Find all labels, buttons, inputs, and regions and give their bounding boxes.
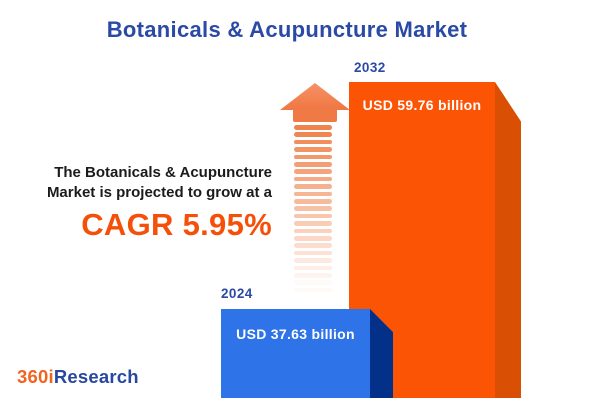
arrow-stripe (294, 258, 332, 263)
arrow-stripe (294, 176, 332, 182)
logo-part-orange: 360i (17, 366, 54, 387)
bar-2032-year-label: 2032 (354, 60, 386, 75)
bar-2024-value-label: USD 37.63 billion (236, 326, 355, 342)
bar-2032-value-label: USD 59.76 billion (362, 97, 482, 113)
logo-part-blue: Research (53, 366, 139, 387)
bar-2024-side-face (370, 309, 393, 398)
bar-2024-year-label: 2024 (221, 286, 253, 301)
arrow-stripe (294, 169, 332, 174)
growth-caption: The Botanicals & Acupuncture Market is p… (30, 163, 272, 243)
arrow-stripe (294, 154, 332, 160)
arrow-stripe (294, 265, 332, 271)
arrow-stripe (294, 184, 332, 189)
logo: 360iResearch (17, 366, 139, 388)
growth-arrow-stripes (294, 125, 332, 293)
arrow-stripe (294, 125, 332, 130)
arrow-stripe (294, 139, 332, 145)
caption-line-1: The Botanicals & Acupuncture (54, 164, 272, 181)
arrow-stripe (294, 162, 332, 167)
bar-2024 (221, 309, 393, 398)
arrow-stripe (294, 132, 332, 137)
arrow-stripe (294, 228, 332, 234)
arrow-neck (293, 109, 337, 122)
growth-arrow-icon (280, 83, 350, 293)
arrow-stripe (294, 221, 332, 226)
arrow-stripe (294, 250, 332, 256)
arrow-stripe (294, 236, 332, 241)
arrow-stripe (294, 243, 332, 248)
arrow-stripe (294, 147, 332, 152)
bar-2032-side-face (495, 82, 521, 398)
arrow-stripe (294, 280, 332, 285)
arrow-stripe (294, 287, 332, 293)
arrow-stripe (294, 206, 332, 211)
arrow-stripe (294, 213, 332, 219)
arrow-head-icon (280, 83, 350, 110)
bar-2024-front-face (221, 309, 370, 398)
page-title: Botanicals & Acupuncture Market (106, 17, 468, 42)
arrow-stripe (294, 191, 332, 197)
cagr-value: CAGR 5.95% (81, 206, 272, 242)
arrow-stripe (294, 273, 332, 278)
arrow-stripe (294, 199, 332, 204)
caption-line-2: Market is projected to grow at a (46, 183, 272, 201)
